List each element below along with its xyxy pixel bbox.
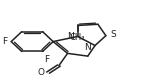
Text: N: N: [67, 32, 74, 41]
Text: F: F: [2, 37, 7, 46]
Text: F: F: [44, 55, 49, 64]
Text: S: S: [111, 30, 116, 39]
Text: O: O: [37, 68, 44, 77]
Text: CH₃: CH₃: [70, 33, 85, 42]
Text: N: N: [84, 43, 91, 52]
